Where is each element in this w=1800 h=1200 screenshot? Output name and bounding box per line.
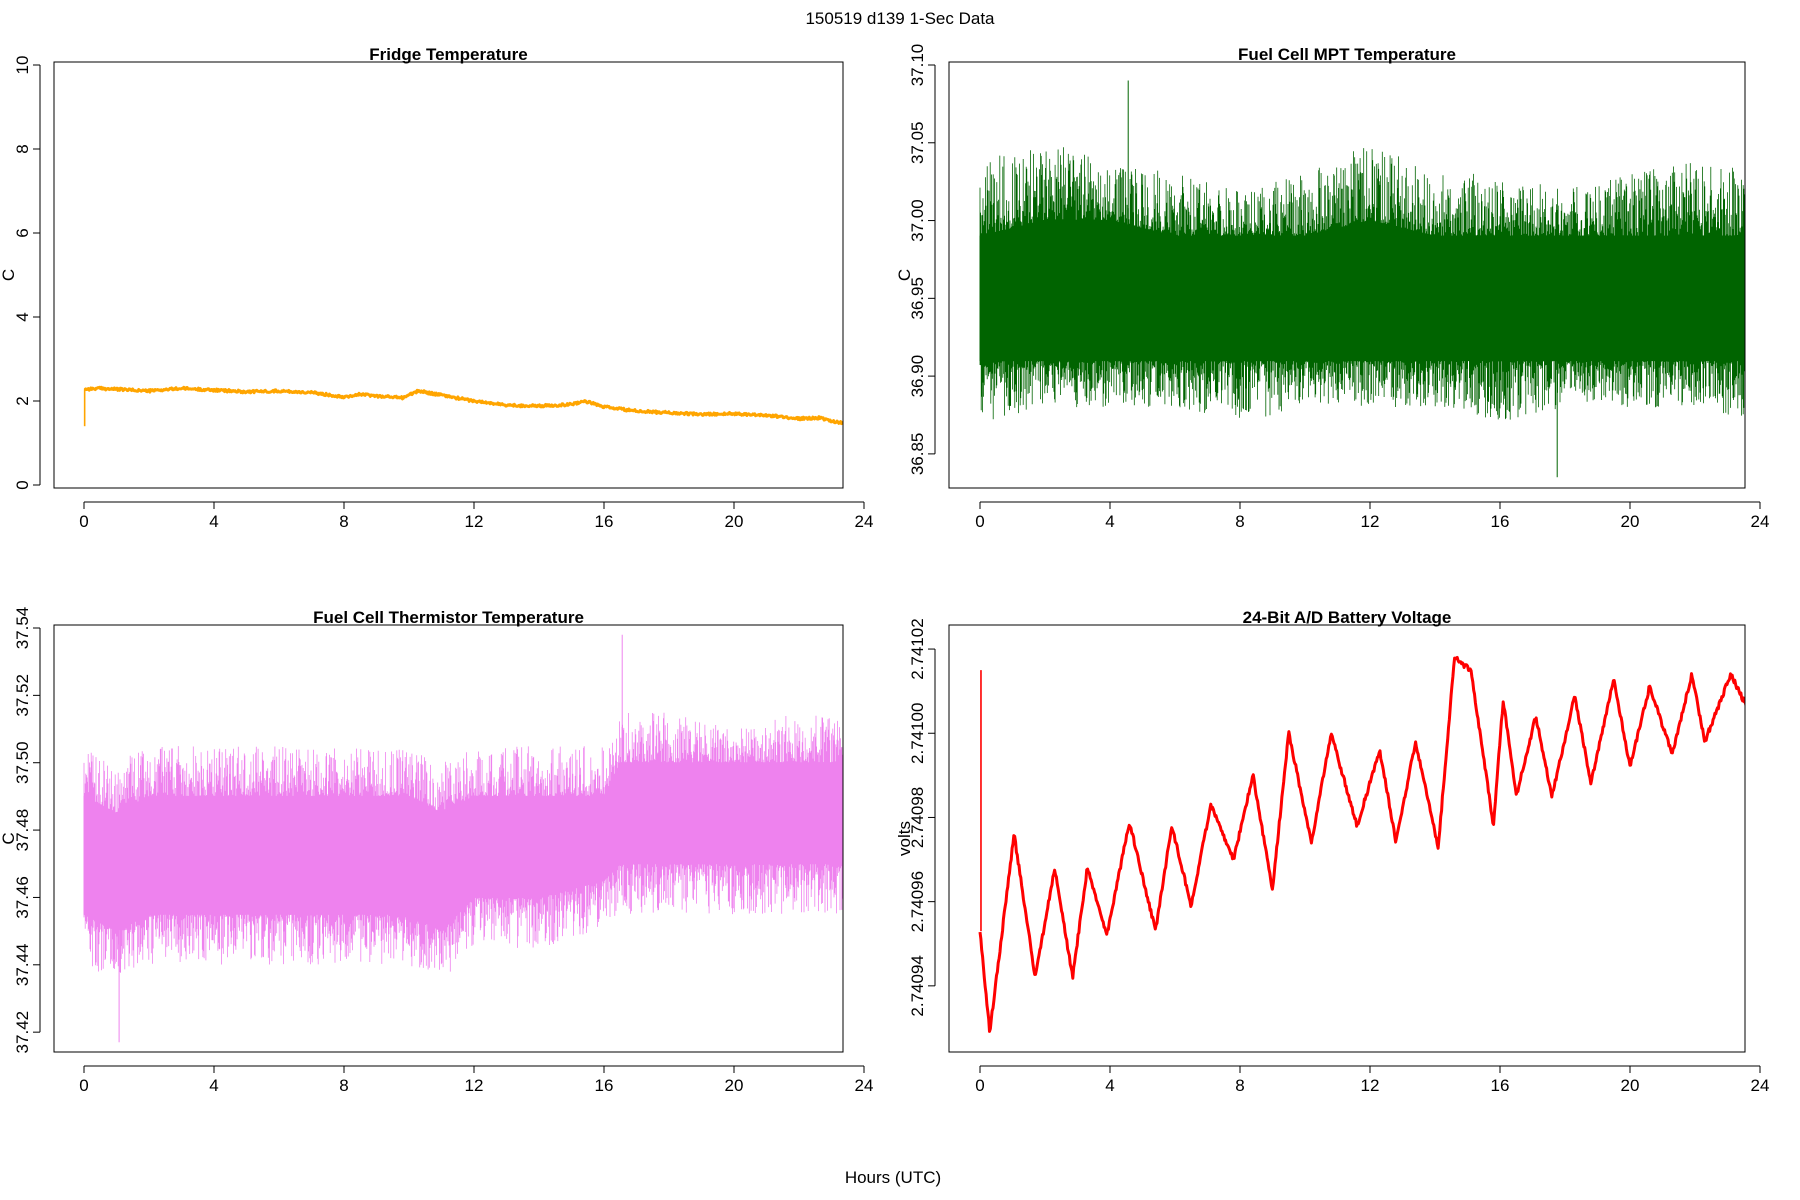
panel-battery: 24-Bit A/D Battery Voltage 0 4 8 12 16 20 24 2.7… [895, 608, 1769, 1095]
y-tick-label-fridge: 8 [13, 144, 32, 153]
y-tick-label-fridge: 4 [13, 312, 32, 321]
plot-frame-thermistor [53, 624, 844, 1053]
x-tick-label-battery: 4 [1105, 1076, 1114, 1095]
y-tick-label-thermistor: 37.50 [13, 741, 32, 784]
y-tick-label-fridge: 6 [13, 228, 32, 237]
y-tick-label-thermistor: 37.44 [13, 944, 32, 987]
data-layer-mpt [979, 80, 1745, 478]
y-tick-label-thermistor: 37.52 [13, 674, 32, 717]
x-tick-label-fridge: 12 [465, 512, 484, 531]
panel-title-thermistor: Fuel Cell Thermistor Temperature [313, 608, 584, 627]
y-tick-label-battery: 2.74094 [908, 955, 927, 1016]
series-line-battery [978, 655, 1745, 1033]
y-tick-label-mpt: 36.85 [908, 433, 927, 476]
x-tick-label-thermistor: 4 [209, 1076, 218, 1095]
x-tick-label-fridge: 0 [79, 512, 88, 531]
x-tick-label-mpt: 4 [1105, 512, 1114, 531]
y-tick-label-thermistor: 37.48 [13, 809, 32, 852]
x-tick-label-fridge: 20 [725, 512, 744, 531]
x-tick-label-mpt: 16 [1491, 512, 1510, 531]
x-tick-label-thermistor: 8 [339, 1076, 348, 1095]
plot-frame-battery [948, 624, 1746, 1053]
x-tick-label-thermistor: 20 [725, 1076, 744, 1095]
x-tick-label-fridge: 8 [339, 512, 348, 531]
y-tick-label-mpt: 36.95 [908, 277, 927, 320]
panel-title-mpt: Fuel Cell MPT Temperature [1238, 45, 1456, 64]
x-tick-label-mpt: 24 [1751, 512, 1770, 531]
y-tick-label-fridge: 10 [13, 56, 32, 75]
panel-thermistor: Fuel Cell Thermistor Temperature 0 4 8 12 16 2… [0, 607, 873, 1095]
y-axis-label-mpt: C [895, 269, 914, 281]
y-tick-label-battery: 2.74102 [908, 618, 927, 679]
x-tick-label-battery: 20 [1621, 1076, 1640, 1095]
x-tick-label-fridge: 16 [595, 512, 614, 531]
x-tick-label-mpt: 20 [1621, 512, 1640, 531]
x-tick-label-thermistor: 24 [855, 1076, 874, 1095]
y-tick-label-battery: 2.74096 [908, 871, 927, 932]
y-tick-label-thermistor: 37.42 [13, 1011, 32, 1054]
x-tick-label-mpt: 8 [1235, 512, 1244, 531]
x-tick-label-fridge: 24 [855, 512, 874, 531]
x-tick-label-mpt: 12 [1361, 512, 1380, 531]
panel-mpt: Fuel Cell MPT Temperature 0 4 8 12 16 20 24 36.8… [895, 44, 1769, 531]
panel-title-battery: 24-Bit A/D Battery Voltage [1243, 608, 1452, 627]
data-layer-fridge [83, 385, 843, 427]
plot-frame-fridge [53, 61, 844, 489]
y-tick-label-thermistor: 37.54 [13, 607, 32, 650]
x-tick-label-battery: 8 [1235, 1076, 1244, 1095]
y-tick-label-fridge: 0 [13, 480, 32, 489]
series-core-band-mpt [979, 220, 1745, 362]
x-tick-label-battery: 0 [975, 1076, 984, 1095]
y-tick-label-mpt: 37.00 [908, 199, 927, 242]
y-tick-label-mpt: 37.10 [908, 44, 927, 87]
plot-frame-mpt [948, 61, 1746, 489]
y-tick-label-mpt: 37.05 [908, 122, 927, 165]
x-tick-label-thermistor: 12 [465, 1076, 484, 1095]
data-layer-thermistor [83, 634, 843, 1043]
x-tick-label-battery: 16 [1491, 1076, 1510, 1095]
x-tick-label-mpt: 0 [975, 512, 984, 531]
x-tick-label-fridge: 4 [209, 512, 218, 531]
series-core-band-thermistor [83, 762, 843, 932]
y-axis-label-battery: volts [895, 821, 914, 856]
y-tick-label-battery: 2.74098 [908, 787, 927, 848]
data-layer-battery [978, 655, 1745, 1033]
x-tick-label-thermistor: 0 [79, 1076, 88, 1095]
x-tick-label-battery: 12 [1361, 1076, 1380, 1095]
panel-title-fridge: Fridge Temperature [369, 45, 527, 64]
shared-x-axis-label: Hours (UTC) [845, 1168, 941, 1187]
x-tick-label-battery: 24 [1751, 1076, 1770, 1095]
y-tick-label-battery: 2.74100 [908, 703, 927, 764]
y-axis-label-thermistor: C [0, 832, 18, 844]
figure-title: 150519 d139 1-Sec Data [805, 9, 995, 28]
series-line-fridge [83, 385, 843, 426]
y-tick-label-mpt: 36.90 [908, 355, 927, 398]
y-tick-label-fridge: 2 [13, 396, 32, 405]
y-axis-label-fridge: C [0, 269, 18, 281]
x-tick-label-thermistor: 16 [595, 1076, 614, 1095]
y-tick-label-thermistor: 37.46 [13, 876, 32, 919]
